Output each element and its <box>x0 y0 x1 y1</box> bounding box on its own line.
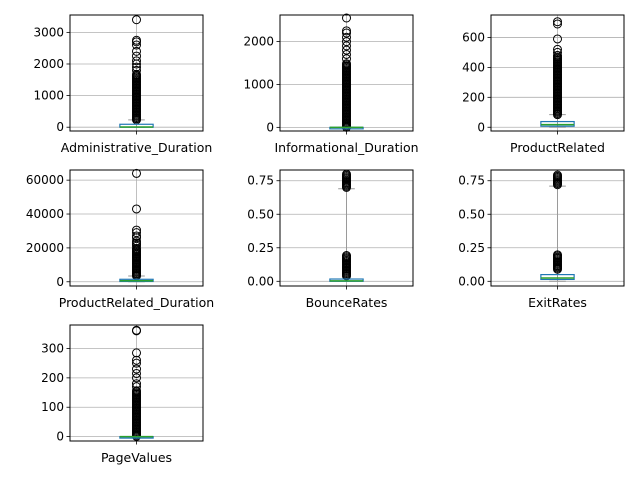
outlier-point <box>132 62 141 72</box>
y-tick-label: 3000 <box>33 25 64 39</box>
outlier-point <box>342 28 351 38</box>
outlier-point <box>132 204 141 214</box>
outlier-point <box>132 348 141 358</box>
outlier-point <box>132 325 141 335</box>
y-tick-label: 0.50 <box>458 207 485 221</box>
y-tick-label: 1000 <box>243 77 274 91</box>
outlier-point <box>342 41 351 51</box>
y-tick-label: 0.00 <box>247 274 274 288</box>
subplot-3: 0 20000 40000 60000 ProductRelated_Duration <box>26 168 214 310</box>
outlier-point <box>132 46 141 56</box>
y-tick-label: 0 <box>56 275 64 289</box>
y-tick-label: 0 <box>477 120 485 134</box>
outlier-point <box>132 69 141 79</box>
outlier-point <box>132 15 141 25</box>
outlier-point <box>132 231 141 241</box>
outlier-point <box>132 56 141 66</box>
y-tick-label: 0.25 <box>458 241 485 255</box>
y-tick-label: 200 <box>462 90 485 104</box>
x-tick-label: ProductRelated_Duration <box>59 295 214 310</box>
outlier-point <box>553 34 562 44</box>
outlier-point <box>553 47 562 57</box>
subplot-4: 0.00 0.25 0.50 0.75 BounceRates <box>247 169 414 310</box>
y-tick-label: 1000 <box>33 89 64 103</box>
outlier-point <box>132 51 141 61</box>
outlier-point <box>553 19 562 29</box>
y-tick-label: 0 <box>266 120 274 134</box>
box-iqr <box>540 274 575 281</box>
y-tick-label: 20000 <box>26 241 64 255</box>
outlier-point <box>553 44 562 54</box>
outlier-point <box>132 168 141 178</box>
outlier-point <box>132 368 141 378</box>
outlier-point <box>342 59 351 69</box>
x-tick-label: ProductRelated <box>510 140 605 155</box>
x-tick-label: PageValues <box>101 450 172 465</box>
y-tick-label: 600 <box>462 30 485 44</box>
outlier-point <box>132 386 141 396</box>
outlier-point <box>342 32 351 42</box>
outlier-point <box>132 382 141 392</box>
outlier-point <box>342 251 351 261</box>
subplot-0: 0 1000 2000 3000 Administrative_Duration <box>33 14 213 155</box>
outlier-point <box>553 170 562 180</box>
y-tick-label: 0 <box>56 120 64 134</box>
outlier-point <box>342 26 351 36</box>
x-tick-label: Informational_Duration <box>274 140 418 155</box>
subplot-2: 0 200 400 600 ProductRelated <box>462 14 625 155</box>
outlier-point <box>342 49 351 59</box>
outlier-point <box>132 379 141 389</box>
y-tick-label: 200 <box>41 371 64 385</box>
outlier-point <box>132 65 141 75</box>
y-tick-label: 2000 <box>33 57 64 71</box>
x-tick-label: ExitRates <box>528 295 587 310</box>
outlier-point <box>132 373 141 383</box>
outlier-point <box>132 228 141 238</box>
outlier-point <box>553 50 562 60</box>
outlier-point <box>553 17 562 27</box>
outlier-point <box>132 358 141 368</box>
y-tick-label: 0.75 <box>247 174 274 188</box>
y-tick-label: 0.25 <box>247 241 274 255</box>
outlier-point <box>342 45 351 55</box>
subplot-6: 0 100 200 300 PageValues <box>41 324 204 465</box>
outlier-point <box>342 37 351 47</box>
x-tick-label: Administrative_Duration <box>61 140 213 155</box>
outlier-point <box>132 225 141 235</box>
outlier-point <box>132 40 141 50</box>
subplot-5: 0.00 0.25 0.50 0.75 ExitRates <box>458 169 625 310</box>
outlier-point <box>132 35 141 45</box>
outlier-point <box>132 355 141 365</box>
y-tick-label: 40000 <box>26 207 64 221</box>
y-tick-label: 0 <box>56 430 64 444</box>
y-tick-label: 400 <box>462 60 485 74</box>
y-tick-label: 2000 <box>243 35 274 49</box>
y-tick-label: 0.50 <box>247 207 274 221</box>
x-tick-label: BounceRates <box>306 295 388 310</box>
y-tick-label: 100 <box>41 400 64 414</box>
y-tick-label: 0.75 <box>458 174 485 188</box>
outlier-point <box>132 243 141 253</box>
outlier-point <box>553 250 562 260</box>
y-tick-label: 60000 <box>26 173 64 187</box>
subplot-1: 0 1000 2000 Informational_Duration <box>243 13 419 155</box>
outlier-point <box>132 364 141 374</box>
outlier-point <box>342 13 351 23</box>
y-tick-label: 0.00 <box>458 274 485 288</box>
outlier-point <box>342 54 351 64</box>
y-tick-label: 300 <box>41 341 64 355</box>
